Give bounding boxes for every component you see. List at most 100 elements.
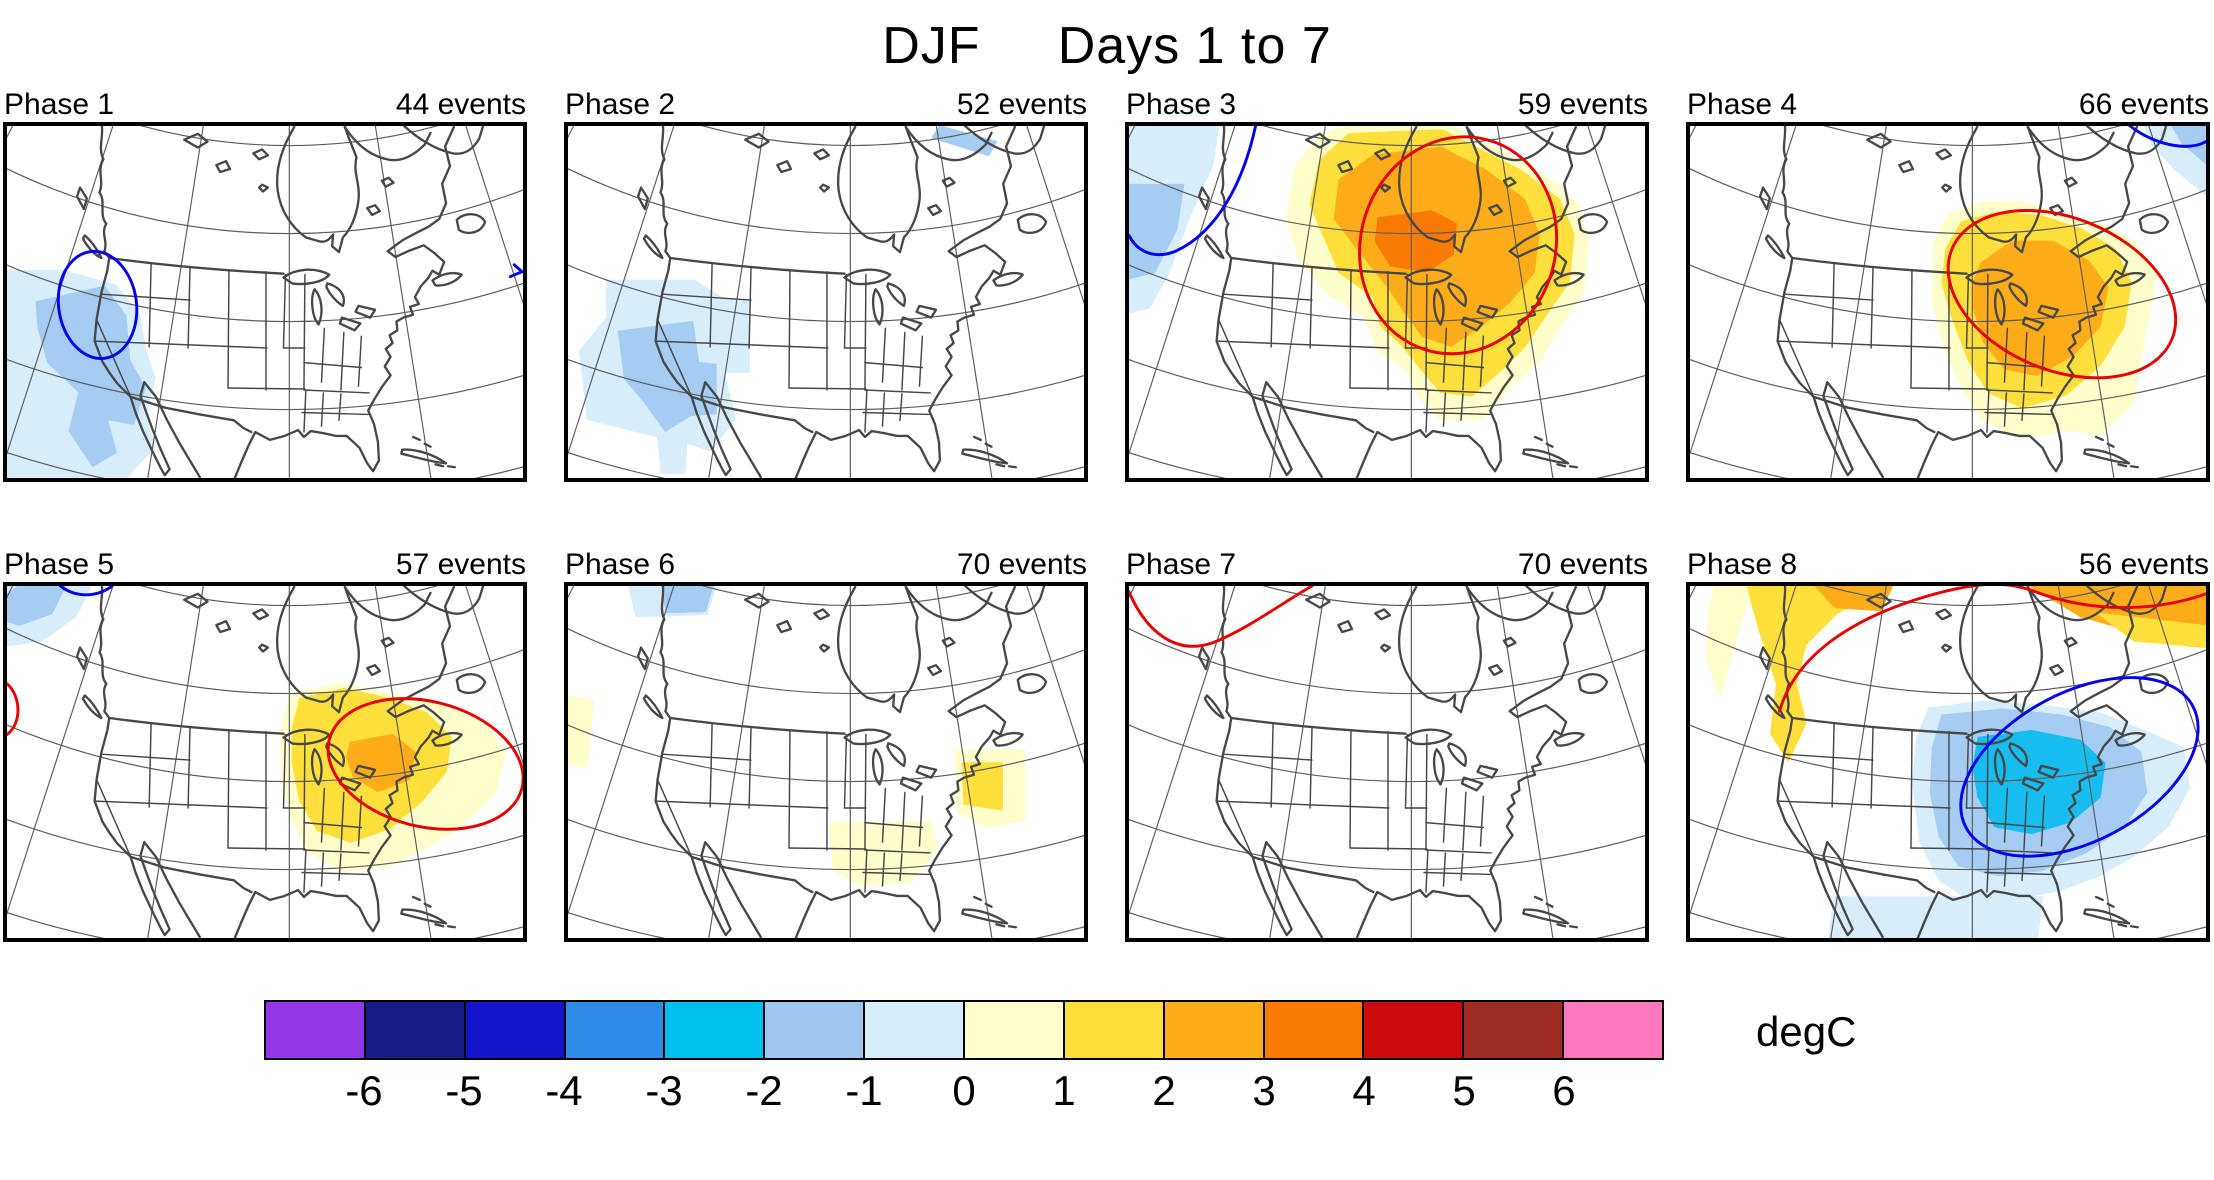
events-count: 44 events xyxy=(395,88,526,121)
contour-ellipse xyxy=(1946,209,2178,380)
contour-ellipse xyxy=(56,249,139,360)
anomaly-patch xyxy=(7,586,67,626)
panel-row-2: Phase 5 57 events Phase 6 70 events Phas… xyxy=(0,546,2214,942)
colorbar-tick: 6 xyxy=(1552,1067,1576,1114)
colorbar-unit-label: degC xyxy=(1756,1008,1857,1055)
map-canvas xyxy=(1690,126,2206,478)
anomaly-shading xyxy=(1129,126,1590,421)
map-canvas xyxy=(568,586,1084,938)
anomaly-patch xyxy=(661,586,714,614)
contour-line xyxy=(1129,586,1314,648)
anomaly-patch xyxy=(346,733,416,793)
map-phase-6 xyxy=(564,582,1088,942)
colorbar-cell xyxy=(765,1002,866,1058)
events-count: 59 events xyxy=(1517,88,1648,121)
colorbar-cell xyxy=(1264,1002,1365,1058)
phase-label: Phase 4 xyxy=(1687,88,1798,121)
coastlines xyxy=(636,126,1048,478)
significance-contours xyxy=(1129,126,1559,356)
map-canvas xyxy=(568,126,1084,478)
phase-label: Phase 6 xyxy=(565,548,676,581)
colorbar-tick: 0 xyxy=(952,1067,976,1114)
map-phase-2 xyxy=(564,122,1088,482)
colorbar-cell xyxy=(865,1002,966,1058)
figure: DJF Days 1 to 7 Phase 1 44 events Phase … xyxy=(0,17,2214,1114)
events-count: 56 events xyxy=(2078,548,2209,581)
contour-line xyxy=(7,682,20,737)
contour-line xyxy=(59,586,114,597)
map-phase-3 xyxy=(1125,122,1649,482)
anomaly-shading xyxy=(7,586,507,873)
anomaly-patch xyxy=(1705,586,1753,697)
phase-label: Phase 8 xyxy=(1687,548,1798,581)
panel-phase-7: Phase 7 70 events xyxy=(1125,546,1649,942)
significance-contours xyxy=(7,586,523,831)
coastlines xyxy=(75,586,487,938)
contour-line xyxy=(508,263,523,279)
colorbar-cell xyxy=(266,1002,366,1058)
graticule xyxy=(568,586,1084,938)
graticule xyxy=(1129,586,1645,938)
phase-label: Phase 3 xyxy=(1126,88,1237,121)
anomaly-shading xyxy=(578,126,998,474)
graticule xyxy=(7,586,523,938)
colorbar-cell xyxy=(1464,1002,1565,1058)
panel-phase-5: Phase 5 57 events xyxy=(3,546,527,942)
panel-phase-6: Phase 6 70 events xyxy=(564,546,1088,942)
colorbar-cell xyxy=(1364,1002,1465,1058)
contour-ellipse xyxy=(1358,135,1559,356)
colorbar-cell xyxy=(1064,1002,1165,1058)
colorbar-tick: 2 xyxy=(1152,1067,1176,1114)
colorbar-tick: -3 xyxy=(645,1067,683,1114)
events-count: 66 events xyxy=(2078,88,2209,121)
map-phase-1 xyxy=(3,122,527,482)
significance-contours xyxy=(1778,586,2206,858)
map-phase-4 xyxy=(1686,122,2210,482)
colorbar-block: -6 -5 -4 -3 -2 -1 0 1 2 3 4 5 6 degC xyxy=(0,1000,2214,1180)
colorbar-tick: 4 xyxy=(1352,1067,1376,1114)
colorbar-tick: 1 xyxy=(1052,1067,1076,1114)
colorbar xyxy=(264,1000,1664,1060)
contour-ellipse xyxy=(1959,676,2200,858)
anomaly-patch xyxy=(35,285,146,467)
colorbar-tick: -1 xyxy=(845,1067,883,1114)
figure-title: DJF Days 1 to 7 xyxy=(882,17,1332,75)
panel-phase-1: Phase 1 44 events xyxy=(3,86,527,482)
panel-row-1: Phase 1 44 events Phase 2 52 events Phas… xyxy=(0,86,2214,482)
colorbar-ticks: -6 -5 -4 -3 -2 -1 0 1 2 3 4 5 6 xyxy=(264,1066,1664,1118)
anomaly-patch xyxy=(1129,183,1185,280)
panel-phase-4: Phase 4 66 events xyxy=(1686,86,2210,482)
anomaly-shading xyxy=(1705,586,2206,938)
anomaly-patch xyxy=(568,694,595,769)
contour-line xyxy=(1129,126,1258,257)
phase-label: Phase 1 xyxy=(4,88,115,121)
graticule xyxy=(1129,126,1645,478)
anomaly-patch xyxy=(1374,210,1457,273)
phase-label: Phase 7 xyxy=(1126,548,1237,581)
contour-line xyxy=(2128,126,2206,148)
coastlines xyxy=(75,126,487,478)
phase-label: Phase 5 xyxy=(4,548,115,581)
contour-line xyxy=(1778,586,2206,713)
events-count: 52 events xyxy=(956,88,1087,121)
colorbar-tick: -2 xyxy=(745,1067,783,1114)
colorbar-tick: -5 xyxy=(445,1067,483,1114)
map-canvas xyxy=(1129,126,1645,478)
colorbar-cell xyxy=(465,1002,566,1058)
contour-ellipse xyxy=(326,697,523,831)
phase-label: Phase 2 xyxy=(565,88,676,121)
graticule xyxy=(568,126,1084,478)
coastlines xyxy=(1758,586,2170,938)
panel-phase-8: Phase 8 56 events xyxy=(1686,546,2210,942)
colorbar-cell xyxy=(1164,1002,1265,1058)
events-count: 70 events xyxy=(956,548,1087,581)
significance-contours xyxy=(56,249,523,360)
significance-contours xyxy=(1129,586,1314,648)
colorbar-cell xyxy=(365,1002,466,1058)
anomaly-patch xyxy=(2171,126,2206,165)
colorbar-cell xyxy=(665,1002,766,1058)
anomaly-patch xyxy=(2097,612,2206,649)
colorbar-cell xyxy=(1564,1002,1663,1058)
panel-phase-3: Phase 3 59 events xyxy=(1125,86,1649,482)
coastlines xyxy=(1197,586,1609,938)
